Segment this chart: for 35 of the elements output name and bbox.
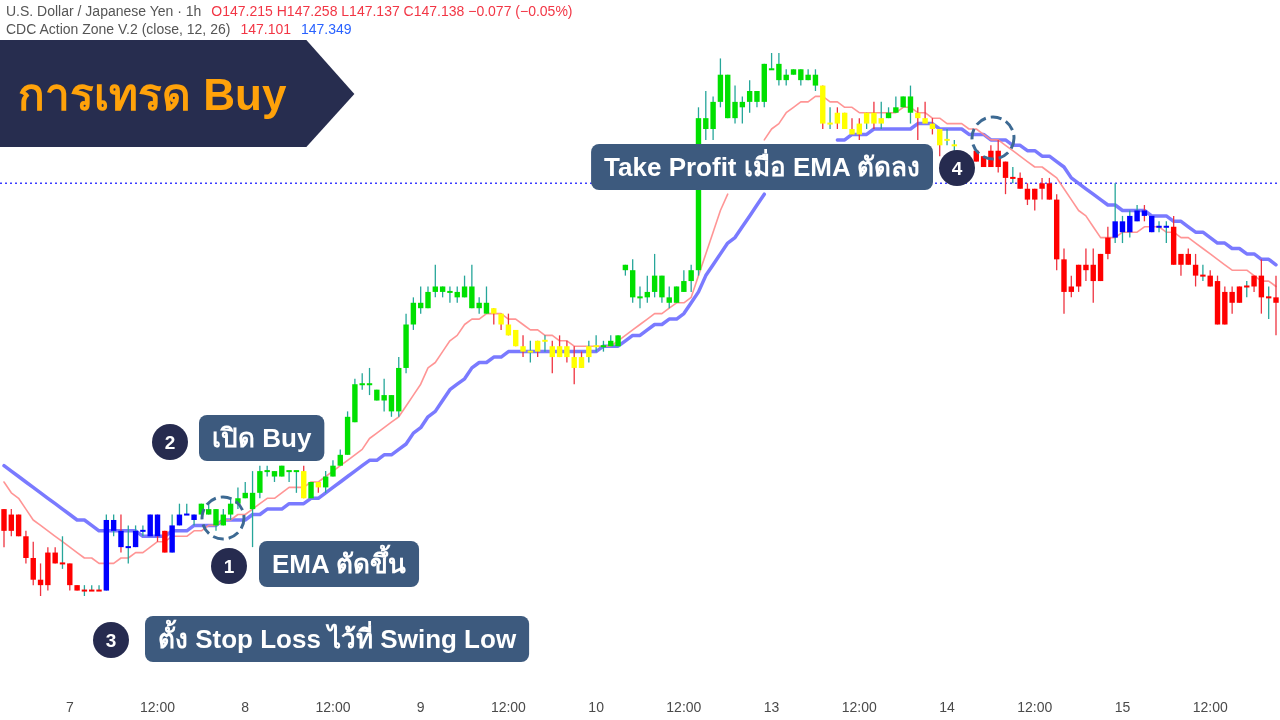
x-tick-label: 7 xyxy=(65,699,74,715)
x-tick-label: 12:00 xyxy=(490,699,527,715)
annotation: 147.101 xyxy=(240,21,291,37)
x-tick-label: 12:00 xyxy=(315,699,351,715)
annotation: 2 xyxy=(152,424,188,460)
x-tick-label: 12:00 xyxy=(139,699,176,715)
annotation: 2 xyxy=(164,432,176,453)
annotation: CDC Action Zone V.2 (close, 12, 26) xyxy=(6,21,231,37)
annotation: 1 xyxy=(211,548,247,584)
annotation: Take Profit เมื่อ EMA ตัดลง xyxy=(604,148,920,182)
annotation: 3 xyxy=(93,622,129,658)
annotation: EMA ตัดขึ้น xyxy=(272,544,407,579)
annotation: เปิด Buy xyxy=(199,415,325,461)
annotation: U.S. Dollar / Japanese Yen · 1h xyxy=(6,3,202,19)
x-tick-label: 15 xyxy=(1114,699,1131,715)
x-tick-label: 14 xyxy=(939,699,956,715)
annotation: EMA ตัดขึ้น xyxy=(259,541,420,587)
x-tick-label: 10 xyxy=(588,699,605,715)
annotation: Take Profit เมื่อ EMA ตัดลง xyxy=(591,144,933,190)
title: การเทรด Buy xyxy=(0,40,355,147)
x-tick-label: 12:00 xyxy=(841,699,878,715)
x-tick-label: 9 xyxy=(416,699,425,715)
annotation: เปิด Buy xyxy=(212,423,312,453)
chart-title: การเทรด Buy xyxy=(18,70,287,119)
annotation: ตั้ง Stop Loss ไว้ที่ Swing Low xyxy=(145,616,530,662)
x-tick-label: 13 xyxy=(763,699,780,715)
annotation: 4 xyxy=(939,150,975,186)
annotation: O147.215 H147.258 L147.137 C147.138 −0.077 (−0.05%) xyxy=(211,3,573,19)
annotation: 1 xyxy=(223,556,235,577)
x-tick-label: 12:00 xyxy=(1192,699,1228,715)
x-tick-label: 8 xyxy=(241,699,250,715)
x-tick-label: 12:00 xyxy=(1017,699,1053,715)
annotation: 4 xyxy=(951,158,963,179)
annotation: 147.349 xyxy=(301,21,352,37)
x-tick-label: 12:00 xyxy=(666,699,702,715)
